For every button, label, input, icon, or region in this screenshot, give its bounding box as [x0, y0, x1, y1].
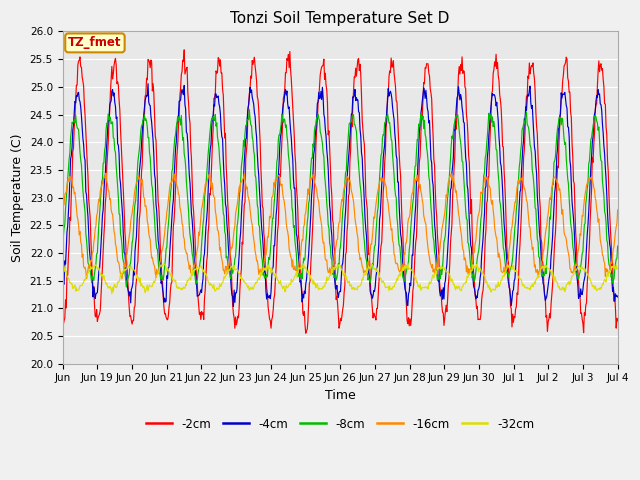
- -16cm: [102, 170, 110, 176]
- -32cm: [254, 276, 262, 282]
- -8cm: [59, 238, 67, 243]
- -4cm: [227, 275, 234, 281]
- -16cm: [399, 262, 406, 268]
- -8cm: [614, 243, 621, 249]
- -32cm: [614, 265, 621, 271]
- Line: -4cm: -4cm: [63, 84, 618, 307]
- -4cm: [399, 264, 406, 270]
- -16cm: [59, 210, 67, 216]
- -2cm: [430, 156, 438, 162]
- -32cm: [108, 291, 116, 297]
- -8cm: [122, 284, 130, 290]
- -4cm: [59, 288, 67, 294]
- Line: -32cm: -32cm: [63, 264, 618, 294]
- -16cm: [430, 266, 438, 272]
- Title: Tonzi Soil Temperature Set D: Tonzi Soil Temperature Set D: [230, 11, 450, 26]
- Legend: -2cm, -4cm, -8cm, -16cm, -32cm: -2cm, -4cm, -8cm, -16cm, -32cm: [141, 413, 539, 435]
- -8cm: [399, 274, 406, 279]
- -2cm: [399, 228, 406, 234]
- -2cm: [254, 97, 262, 103]
- Text: TZ_fmet: TZ_fmet: [68, 36, 122, 49]
- -16cm: [227, 245, 235, 251]
- -2cm: [275, 196, 283, 202]
- -8cm: [125, 274, 132, 279]
- -4cm: [124, 286, 132, 291]
- Y-axis label: Soil Temperature (C): Soil Temperature (C): [11, 133, 24, 262]
- -4cm: [614, 294, 621, 300]
- -2cm: [180, 47, 188, 53]
- -16cm: [118, 276, 126, 282]
- -8cm: [255, 222, 262, 228]
- Line: -16cm: -16cm: [63, 173, 618, 279]
- -4cm: [230, 304, 237, 310]
- -4cm: [276, 144, 284, 150]
- -8cm: [246, 107, 253, 112]
- -16cm: [255, 271, 262, 277]
- X-axis label: Time: Time: [324, 389, 355, 402]
- -4cm: [430, 200, 438, 206]
- -32cm: [59, 264, 67, 270]
- -32cm: [275, 281, 283, 287]
- -2cm: [59, 310, 67, 316]
- -32cm: [398, 268, 406, 274]
- Line: -8cm: -8cm: [63, 109, 618, 287]
- Line: -2cm: -2cm: [63, 50, 618, 333]
- -32cm: [227, 265, 234, 271]
- -8cm: [430, 238, 438, 243]
- -8cm: [227, 276, 234, 281]
- -2cm: [227, 255, 234, 261]
- -2cm: [124, 276, 132, 282]
- -4cm: [255, 173, 262, 179]
- -16cm: [125, 233, 133, 239]
- -8cm: [276, 132, 284, 138]
- -32cm: [125, 265, 132, 271]
- -16cm: [276, 174, 284, 180]
- -32cm: [404, 261, 412, 266]
- -2cm: [614, 318, 621, 324]
- -32cm: [430, 275, 438, 281]
- -2cm: [302, 330, 310, 336]
- -16cm: [614, 207, 621, 213]
- -4cm: [144, 81, 152, 86]
